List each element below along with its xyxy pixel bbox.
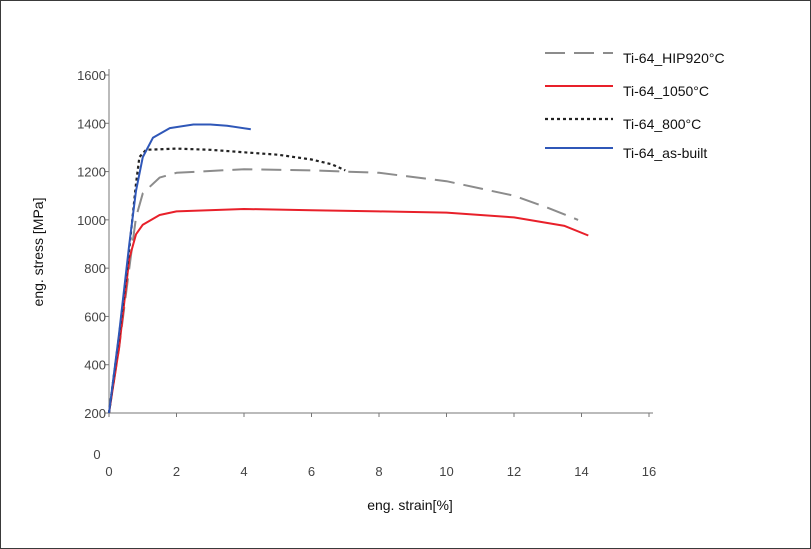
y-tick-label: 200 [84,406,106,421]
x-axis-label: eng. strain[%] [367,497,453,513]
x-tick-label: 6 [308,464,315,479]
y-tick-label: 600 [84,309,106,324]
y-tick-label: 1600 [77,68,106,83]
series-line-ti-64-as-built [108,123,251,414]
legend: Ti-64_HIP920°C Ti-64_1050°C Ti-64_800°C Ti-… [545,50,725,161]
y-tick-label: 1200 [77,165,106,180]
y-tick-label: 1400 [77,116,106,131]
y-tick-label: 800 [84,261,106,276]
x-tick-label: 2 [173,464,180,479]
series-line-ti-64-hip920-c [108,168,579,414]
legend-label-ti-64-hip920-c: Ti-64_HIP920°C [623,50,725,66]
legend-label-ti-64-800-c: Ti-64_800°C [623,116,701,132]
x-tick-label: 8 [375,464,382,479]
x-axis-ticks: 0 2 4 6 8 10 12 14 16 [105,413,656,479]
origin-tick-label: 0 [93,447,100,462]
y-axis-ticks: 200 400 600 800 1000 1200 1400 1600 [77,68,109,421]
legend-label-ti-64-1050-c: Ti-64_1050°C [623,83,709,99]
x-tick-label: 10 [439,464,453,479]
x-tick-label: 12 [507,464,521,479]
y-axis-label: eng. stress [MPa] [30,198,46,307]
series-line-ti-64-1050-c [108,208,589,414]
x-tick-label: 14 [574,464,588,479]
axes [108,69,653,414]
y-tick-label: 400 [84,358,106,373]
legend-label-ti-64-as-built: Ti-64_as-built [623,145,707,161]
x-tick-label: 16 [642,464,656,479]
series-layer [107,123,589,414]
series-line-ti-64-800-c [107,147,346,414]
x-tick-label: 4 [240,464,247,479]
y-tick-label: 1000 [77,213,106,228]
x-tick-label: 0 [105,464,112,479]
